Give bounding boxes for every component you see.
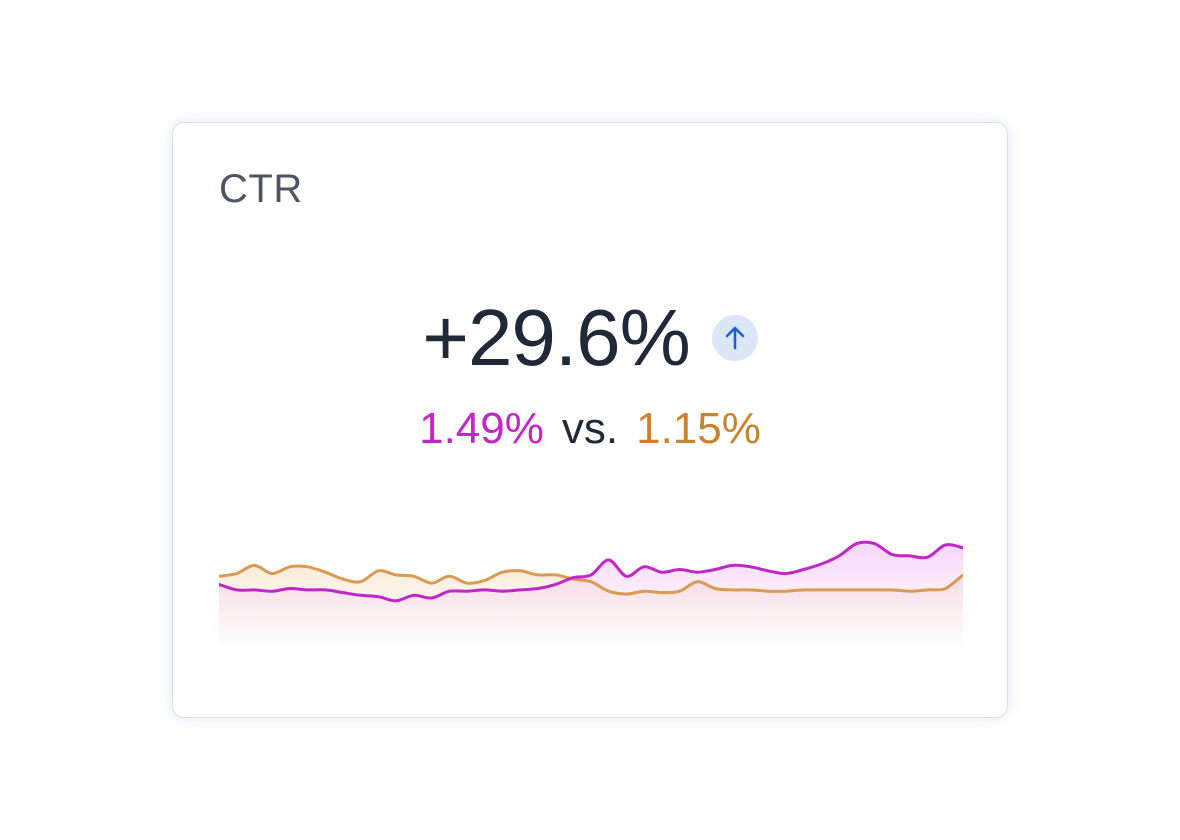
trend-up-badge <box>711 315 758 361</box>
arrow-up-icon <box>725 326 745 350</box>
headline-row: +29.6% <box>173 293 1007 383</box>
current-period-area <box>219 542 963 647</box>
previous-value: 1.15% <box>636 404 761 453</box>
delta-value: +29.6% <box>422 293 691 382</box>
vs-label: vs. <box>561 404 619 453</box>
current-value: 1.49% <box>419 404 544 453</box>
comparison-row: 1.49% vs. 1.15% <box>173 403 1007 455</box>
ctr-metric-card: CTR +29.6% 1.49% vs. 1.15% <box>172 122 1008 718</box>
card-title: CTR <box>219 167 303 211</box>
previous-period-line <box>219 563 963 596</box>
current-period-line <box>219 540 963 603</box>
sparkline-chart <box>219 540 963 647</box>
